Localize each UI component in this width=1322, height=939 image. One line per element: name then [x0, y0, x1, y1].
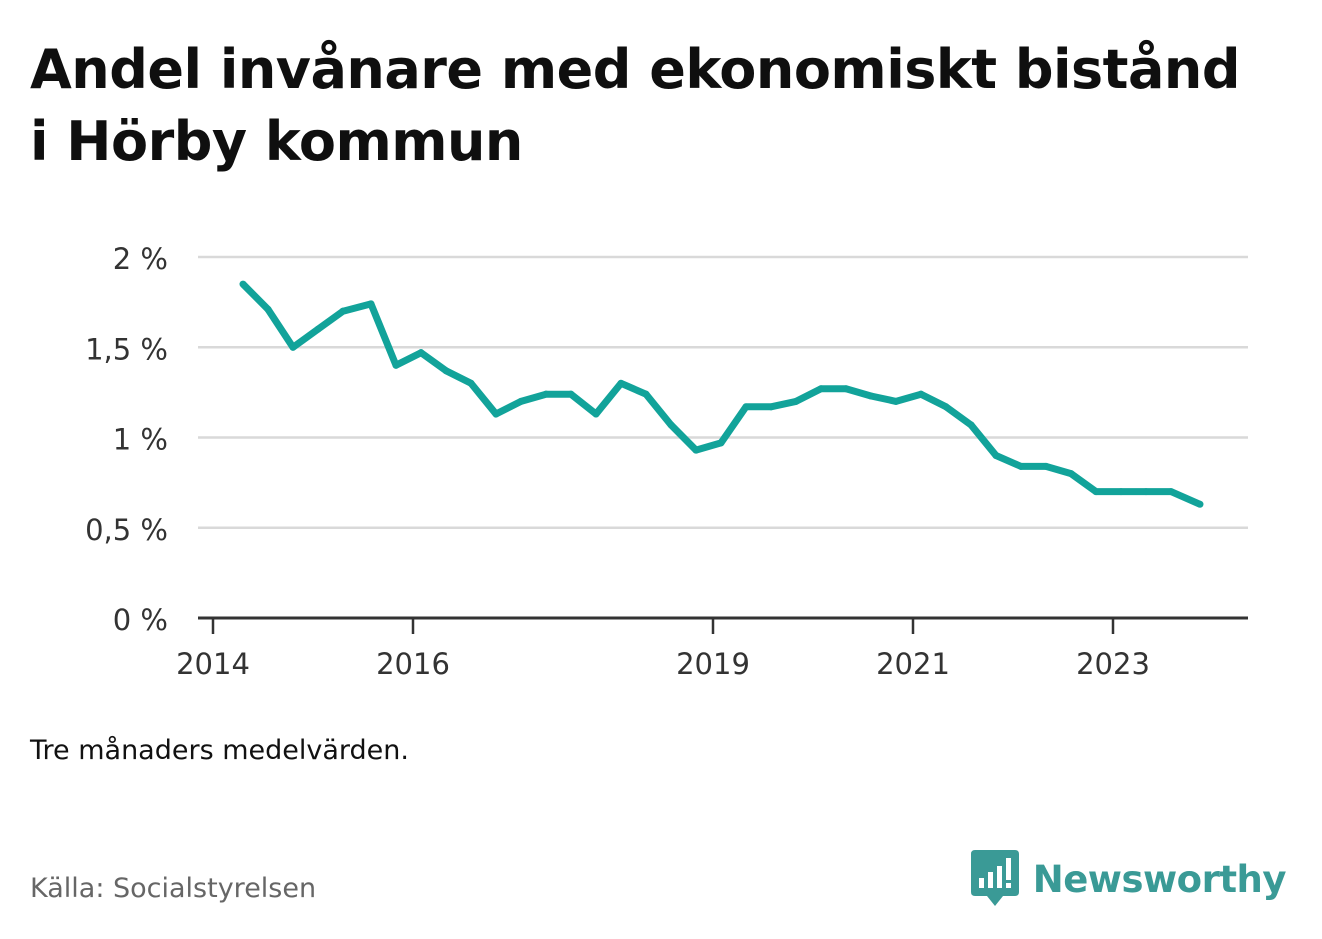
data-point [1067, 470, 1075, 478]
data-point [1196, 500, 1204, 508]
newsworthy-logo-icon [970, 850, 1019, 906]
data-point [742, 403, 750, 411]
data-point [942, 403, 950, 411]
data-point [264, 305, 272, 313]
data-point [567, 390, 575, 398]
data-point [892, 397, 900, 405]
series-layer [239, 280, 1204, 508]
series-line [240, 281, 1202, 508]
data-point [992, 452, 1000, 460]
data-point [592, 410, 600, 418]
data-point [917, 390, 925, 398]
data-point [1042, 462, 1050, 470]
data-point [492, 410, 500, 418]
data-point [442, 367, 450, 375]
y-tick-label: 1,5 % [85, 332, 168, 366]
x-tick-label: 2019 [676, 647, 750, 681]
x-tick-label: 2016 [376, 647, 450, 681]
line-chart: 0 % 0,5 % 1 % 1,5 % 2 % 2014 2016 2019 2021 2023 [85, 242, 1248, 681]
data-point [289, 343, 297, 351]
data-point [767, 403, 775, 411]
x-tick-label: 2014 [176, 647, 250, 681]
data-point [667, 421, 675, 429]
data-point [1117, 488, 1125, 496]
data-point [792, 397, 800, 405]
data-point [817, 385, 825, 393]
chart-title: Andel invånare med ekonomiskt bistånd i … [30, 38, 1241, 173]
x-tick-label: 2023 [1076, 647, 1150, 681]
data-point [642, 390, 650, 398]
data-point [1142, 488, 1150, 496]
data-point [367, 300, 375, 308]
data-point [314, 325, 322, 333]
x-tick-label: 2021 [876, 647, 950, 681]
data-point [339, 307, 347, 315]
y-tick-label: 2 % [113, 242, 168, 276]
data-point [967, 421, 975, 429]
y-tick-label: 0,5 % [85, 513, 168, 547]
data-point [467, 379, 475, 387]
chart-note: Tre månaders medelvärden. [30, 735, 409, 766]
data-point [842, 385, 850, 393]
brand-logo: Newsworthy [970, 850, 1287, 908]
data-point [517, 397, 525, 405]
data-point [867, 392, 875, 400]
y-axis-labels: 0 % 0,5 % 1 % 1,5 % 2 % [85, 242, 168, 637]
brand-name: Newsworthy [1032, 857, 1287, 901]
y-tick-label: 0 % [113, 603, 168, 637]
x-axis: 2014 2016 2019 2021 2023 [176, 616, 1248, 681]
source-text: Källa: Socialstyrelsen [30, 873, 317, 904]
data-point [1167, 488, 1175, 496]
data-point [717, 439, 725, 447]
data-point [417, 349, 425, 357]
data-point [239, 280, 247, 288]
data-point [692, 446, 700, 454]
data-point [542, 390, 550, 398]
data-point [392, 361, 400, 369]
data-point [1017, 462, 1025, 470]
gridlines [198, 255, 1248, 529]
data-point [1092, 488, 1100, 496]
data-point [617, 379, 625, 387]
y-tick-label: 1 % [113, 423, 168, 457]
